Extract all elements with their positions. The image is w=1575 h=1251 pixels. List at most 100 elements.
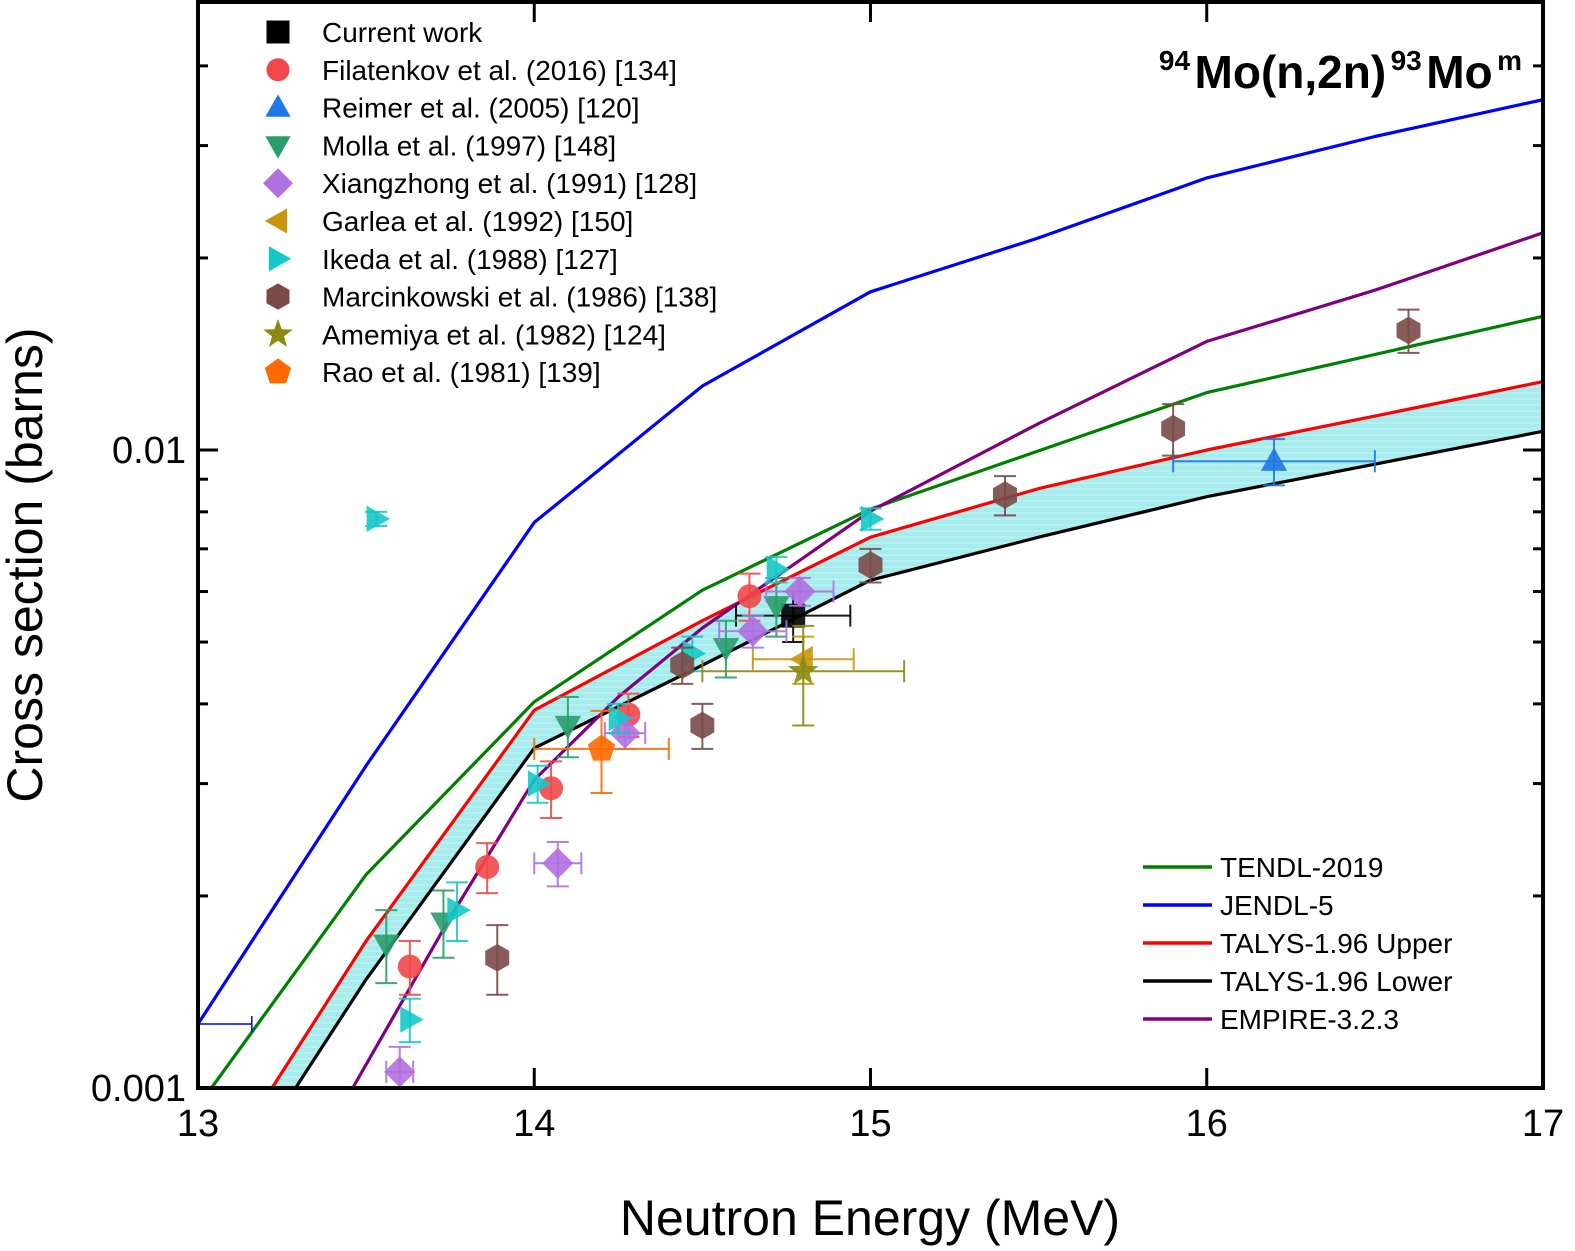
data-point (766, 556, 791, 583)
reaction-label: 94 Mo(n,2n) 93 Mo m (1159, 45, 1522, 98)
legend-item: Marcinkowski et al. (1986) [138] (266, 282, 717, 313)
data-point (447, 896, 471, 924)
legend-item: Molla et al. (1997) [148] (265, 130, 616, 161)
legend-line-item: TENDL-2019 (1143, 852, 1383, 883)
data-point (400, 1006, 424, 1033)
data-point (787, 655, 819, 685)
data-point (993, 481, 1017, 509)
legend-label: Amemiya et al. (1982) [124] (322, 319, 666, 350)
legend-evaluations: TENDL-2019 JENDL-5 TALYS-1.96 Upper TALYS-1… (1143, 852, 1452, 1035)
legend-label: Rao et al. (1981) [139] (322, 357, 601, 388)
series-2 (1172, 438, 1376, 487)
legend-line-item: TALYS-1.96 Lower (1143, 966, 1452, 997)
series-8 (701, 624, 906, 727)
data-point (373, 934, 400, 959)
data-point (528, 770, 552, 797)
data-point (384, 1056, 416, 1088)
data-point (1396, 316, 1421, 345)
line-tendl-2019 (210, 314, 1543, 1089)
data-point (1161, 414, 1186, 443)
experimental-points (365, 308, 1421, 1089)
data-point (1260, 447, 1288, 471)
legend-line-label: TALYS-1.96 Lower (1220, 966, 1452, 997)
legend-marker-circle (266, 58, 290, 82)
line-jendl-5 (198, 98, 1543, 1025)
legend-line-label: TALYS-1.96 Upper (1220, 928, 1452, 959)
data-point (670, 651, 695, 679)
legend-marker-hexagon (266, 283, 290, 310)
x-axis-title: Neutron Energy (MeV) (620, 1190, 1120, 1246)
legend-line-item: EMPIRE-3.2.3 (1143, 1004, 1399, 1035)
data-point (366, 505, 391, 533)
data-point (784, 575, 816, 608)
target-reaction: Mo(n,2n) (1195, 46, 1387, 98)
legend-item: Ikeda et al. (1988) [127] (268, 244, 618, 275)
product-mass: 93 (1391, 45, 1422, 76)
legend-marker-diamond (263, 168, 293, 199)
legend-label: Garlea et al. (1992) [150] (322, 206, 633, 237)
data-point (737, 584, 762, 609)
data-point (858, 551, 883, 579)
talys-band-fill (272, 381, 1543, 1089)
legend-item: Amemiya et al. (1982) [124] (263, 318, 666, 350)
y-axis-title: Cross section (barns) (0, 327, 53, 802)
data-point (712, 638, 740, 662)
series-0 (735, 590, 852, 644)
target-mass: 94 (1159, 45, 1191, 76)
data-point (542, 847, 574, 879)
talys-uncertainty-band (272, 381, 1543, 1089)
data-point (763, 596, 790, 620)
data-point (737, 615, 769, 647)
product-state: m (1497, 45, 1522, 76)
data-point (690, 711, 715, 740)
legend-line-label: TENDL-2019 (1220, 852, 1383, 883)
y-tick-label: 0.001 (91, 1068, 186, 1110)
x-tick-label: 17 (1522, 1103, 1564, 1145)
legend-label: Ikeda et al. (1988) [127] (322, 244, 618, 275)
product-name: Mo (1426, 46, 1492, 98)
axes: 13 14 15 16 17 0.001 0.01 (91, 0, 1564, 1145)
legend-marker-square (266, 20, 290, 44)
legend-item: Reimer et al. (2005) [120] (265, 93, 640, 124)
legend-label: Marcinkowski et al. (1986) [138] (322, 282, 717, 313)
legend-line-item: TALYS-1.96 Upper (1143, 928, 1452, 959)
legend-item: Current work (266, 17, 483, 48)
legend-line-item: JENDL-5 (1143, 890, 1334, 921)
x-tick-label: 13 (177, 1103, 219, 1145)
legend-marker-triangle-left (264, 208, 288, 234)
legend-label: Molla et al. (1997) [148] (322, 130, 616, 161)
legend-line-label: EMPIRE-3.2.3 (1220, 1004, 1399, 1035)
line-talys-1-96-upper (270, 380, 1543, 1089)
legend-item: Garlea et al. (1992) [150] (264, 206, 633, 237)
x-tick-label: 15 (849, 1103, 891, 1145)
legend-label: Xiangzhong et al. (1991) [128] (322, 168, 697, 199)
y-tick-label: 0.01 (112, 430, 186, 472)
series-7 (485, 308, 1421, 996)
legend-item: Rao et al. (1981) [139] (264, 357, 601, 388)
legend-label: Current work (322, 17, 483, 48)
x-tick-label: 16 (1186, 1103, 1228, 1145)
data-point (397, 954, 422, 979)
legend-marker-triangle-right (268, 246, 292, 272)
series-3 (373, 577, 790, 985)
legend-experimental: Current work Filatenkov et al. (2016) [13… (263, 17, 717, 388)
data-point (860, 505, 885, 533)
x-tick-label: 14 (513, 1103, 555, 1145)
legend-item: Xiangzhong et al. (1991) [128] (263, 168, 697, 199)
legend-label: Reimer et al. (2005) [120] (322, 93, 640, 124)
data-point (485, 944, 510, 972)
legend-marker-triangle-down (265, 136, 291, 159)
legend-marker-star (263, 318, 293, 347)
data-point (554, 715, 582, 740)
data-point (475, 855, 500, 880)
legend-line-label: JENDL-5 (1220, 890, 1334, 921)
legend-marker-pentagon (264, 358, 292, 384)
data-point (587, 734, 616, 761)
data-point (781, 603, 806, 628)
legend-label: Filatenkov et al. (2016) [134] (322, 55, 677, 86)
legend-marker-triangle-up (265, 94, 291, 117)
data-point (608, 704, 633, 732)
series-9 (533, 709, 670, 794)
legend-item: Filatenkov et al. (2016) [134] (266, 55, 677, 86)
